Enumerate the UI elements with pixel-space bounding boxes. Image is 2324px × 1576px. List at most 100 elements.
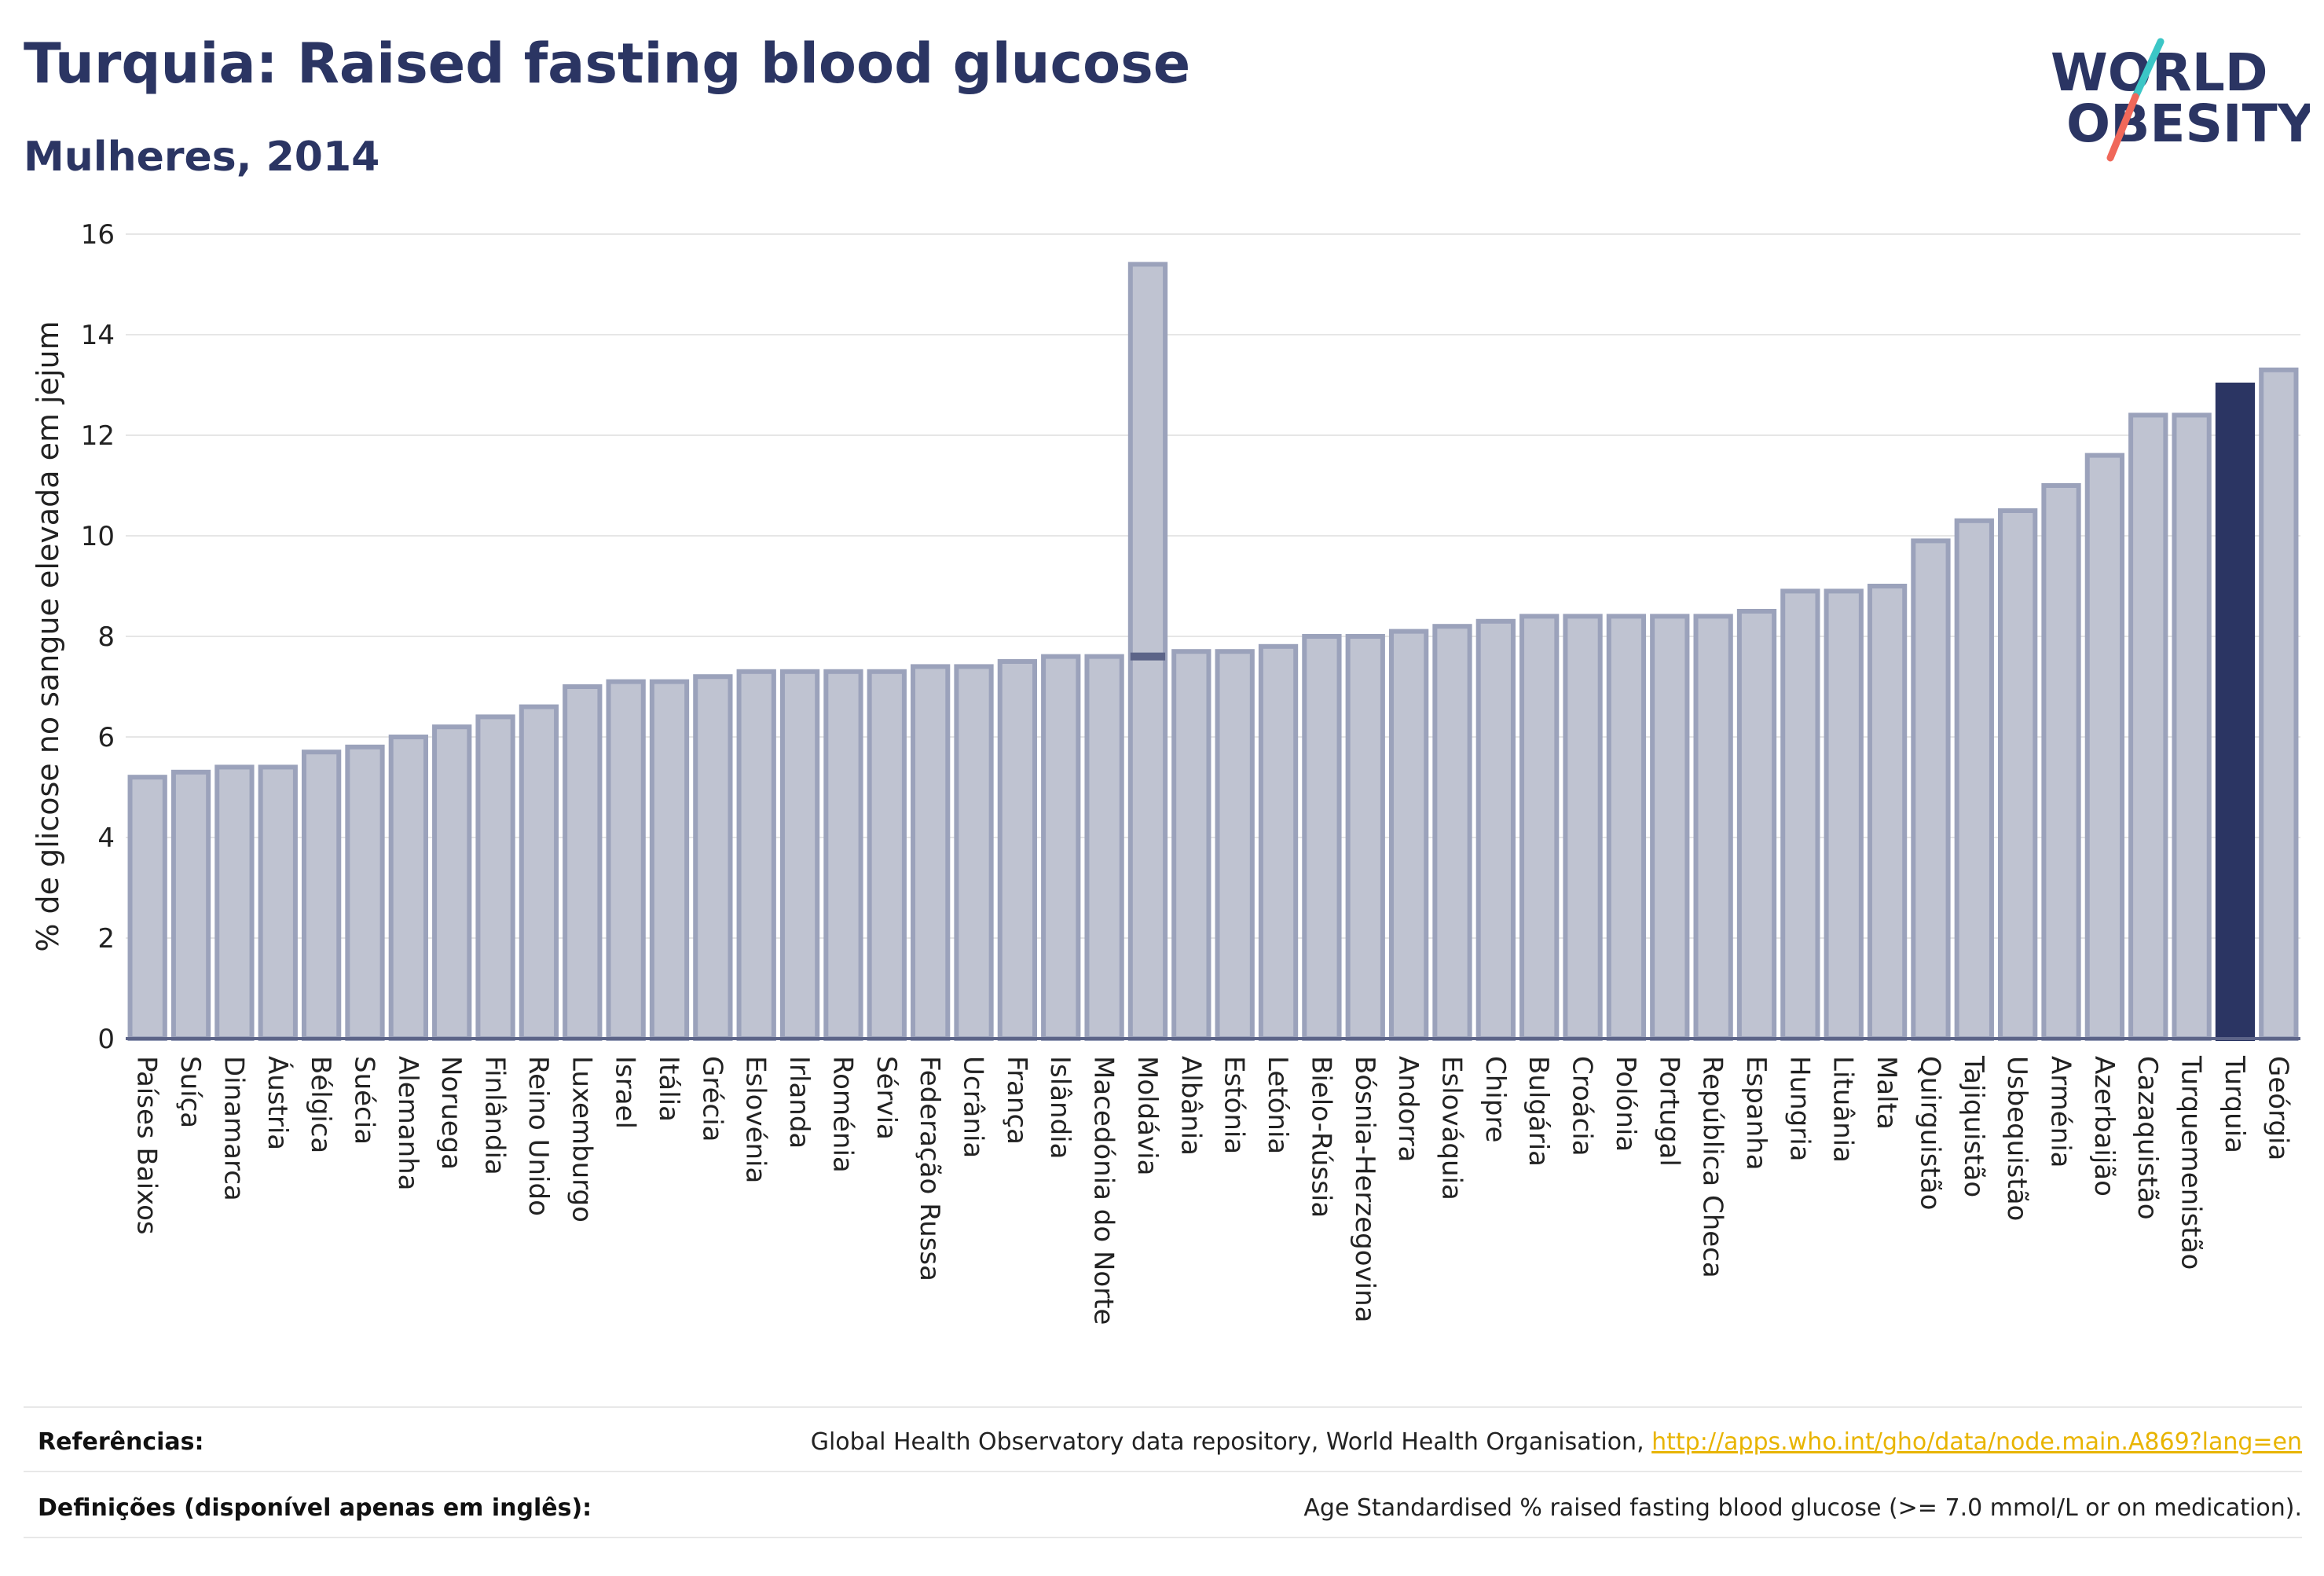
chart-title: Turquia: Raised fasting blood glucose <box>24 31 1191 96</box>
x-tick-label: Bielo-Rússia <box>1305 1056 1336 1218</box>
bar-highlight <box>2215 383 2256 1041</box>
x-tick-label: Polónia <box>1610 1056 1641 1152</box>
y-tick-label: 0 <box>97 1024 115 1055</box>
x-tick-label: Andorra <box>1392 1056 1424 1162</box>
definitions-text: Age Standardised % raised fasting blood … <box>1303 1494 2302 1522</box>
bar <box>1084 654 1124 1041</box>
logo-slash-bottom <box>2106 93 2139 162</box>
bar <box>649 679 690 1041</box>
bar <box>1563 614 1603 1041</box>
x-tick-label: Itália <box>653 1056 684 1122</box>
bar <box>2128 412 2168 1041</box>
bar <box>1215 649 1255 1041</box>
x-tick-label: Federação Russa <box>914 1056 945 1281</box>
bar <box>1388 629 1429 1041</box>
bar <box>1780 588 1820 1041</box>
x-tick-label: Bósnia-Herzegovina <box>1349 1056 1380 1323</box>
x-tick-label: França <box>1001 1056 1032 1145</box>
x-tick-label: Quirguistão <box>1914 1056 1945 1210</box>
y-tick-label: 12 <box>81 420 115 452</box>
x-tick-label: Malta <box>1871 1056 1902 1130</box>
x-tick-label: Azerbaijão <box>2088 1056 2120 1197</box>
x-tick-label: Letónia <box>1262 1056 1293 1154</box>
bar <box>606 679 646 1041</box>
x-tick-label: Dinamarca <box>218 1056 249 1201</box>
footer-divider-top <box>24 1406 2302 1408</box>
bar <box>563 684 603 1041</box>
bar <box>1127 262 1168 1041</box>
chart-subtitle: Mulheres, 2014 <box>24 134 380 181</box>
bar <box>823 669 863 1041</box>
x-tick-label: Noruega <box>435 1056 467 1170</box>
x-tick-label: Reino Unido <box>522 1056 554 1216</box>
x-tick-label: Eslováquia <box>1435 1056 1467 1200</box>
bar <box>432 724 472 1041</box>
x-tick-label: Roménia <box>827 1056 858 1173</box>
y-tick-label: 8 <box>97 621 115 653</box>
bar <box>1475 618 1516 1041</box>
bar <box>1824 588 1864 1041</box>
y-tick-label: 10 <box>81 521 115 552</box>
bar <box>911 664 951 1042</box>
x-tick-label: Estónia <box>1219 1056 1250 1154</box>
x-tick-label: Geórgia <box>2262 1056 2293 1160</box>
y-tick-label: 6 <box>97 722 115 753</box>
bar <box>2172 412 2212 1041</box>
bar <box>170 769 211 1041</box>
x-tick-label: Ucrânia <box>958 1056 989 1158</box>
bar <box>997 659 1038 1041</box>
bar <box>1171 649 1211 1041</box>
x-tick-label: Sérvia <box>871 1056 902 1140</box>
x-tick-label: Suécia <box>348 1056 379 1145</box>
bar <box>1519 614 1560 1041</box>
x-tick-label: Grécia <box>696 1056 728 1142</box>
bar <box>954 664 994 1042</box>
bar <box>2041 483 2081 1041</box>
bar <box>1736 609 1777 1041</box>
bar <box>214 764 255 1042</box>
bar <box>1432 624 1472 1041</box>
bar <box>1693 614 1733 1041</box>
bar <box>2259 367 2299 1041</box>
bar <box>1867 584 1908 1041</box>
world-obesity-logo: WORLD OBESITY <box>2051 38 2310 162</box>
x-tick-label: Luxemburgo <box>566 1056 597 1222</box>
logo-text-obesity: OBESITY <box>2066 93 2310 154</box>
x-tick-label: Israel <box>610 1056 641 1129</box>
bar <box>1258 643 1299 1041</box>
x-tick-label: Hungria <box>1783 1056 1815 1162</box>
bar-chart: 0 2 4 6 8 10 12 14 16 % de glicose no sangue elev… <box>31 219 2300 1325</box>
y-tick-label: 4 <box>97 823 115 854</box>
bar <box>475 714 515 1042</box>
bar <box>736 669 776 1041</box>
x-tick-label: Espanha <box>1740 1056 1772 1171</box>
x-tick-label: Bélgica <box>305 1056 336 1153</box>
bar <box>519 704 559 1041</box>
references-text: Global Health Observatory data repositor… <box>810 1428 1652 1456</box>
bar <box>258 764 298 1042</box>
x-tick-label: Cazaquistão <box>2132 1056 2163 1220</box>
y-tick-label: 14 <box>81 320 115 351</box>
x-tick-label: Turquia <box>2219 1055 2250 1153</box>
x-tick-label: Irlanda <box>783 1056 815 1149</box>
bar <box>1954 518 1994 1041</box>
references-value: Global Health Observatory data repositor… <box>811 1428 2302 1456</box>
references-label: Referências: <box>38 1428 204 1456</box>
footer-divider-bottom <box>24 1537 2302 1538</box>
bar <box>345 744 385 1041</box>
x-tick-label: República Checa <box>1697 1056 1728 1278</box>
x-tick-label: Suíça <box>174 1056 206 1128</box>
x-tick-label: Macedónia do Norte <box>1088 1056 1120 1325</box>
bar <box>388 735 428 1041</box>
bar <box>127 775 167 1041</box>
x-tick-label: Lituânia <box>1827 1056 1859 1163</box>
y-axis-title: % de glicose no sangue elevada em jejum <box>31 321 65 951</box>
x-tick-label: Islândia <box>1044 1056 1076 1159</box>
references-link[interactable]: http://apps.who.int/gho/data/node.main.A… <box>1651 1428 2302 1456</box>
bar <box>1302 634 1342 1041</box>
x-tick-label: Países Baixos <box>131 1056 163 1235</box>
bar <box>301 750 342 1041</box>
bar <box>779 669 820 1041</box>
x-tick-label: Turquemenistão <box>2176 1055 2207 1270</box>
bar <box>2084 453 2125 1041</box>
